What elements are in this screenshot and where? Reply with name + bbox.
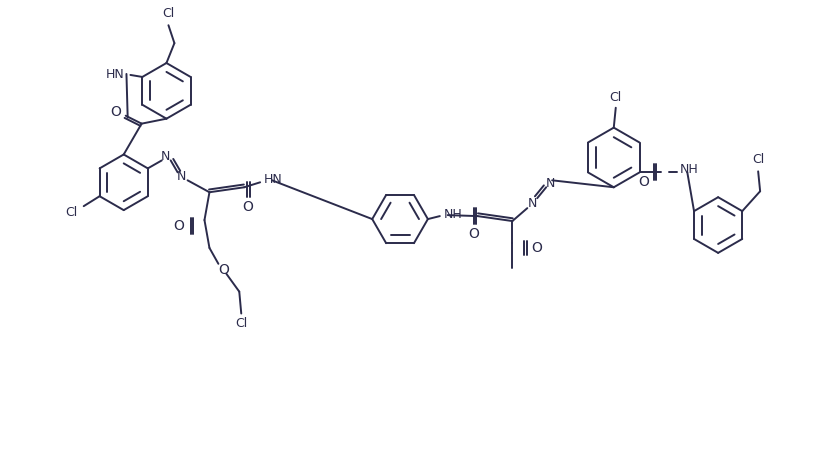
Text: O: O [218, 263, 229, 277]
Text: O: O [110, 105, 121, 119]
Text: O: O [173, 219, 184, 233]
Text: Cl: Cl [235, 317, 247, 330]
Text: NH: NH [444, 207, 462, 220]
Text: N: N [161, 150, 170, 163]
Text: O: O [531, 241, 542, 255]
Text: N: N [546, 177, 555, 190]
Text: Cl: Cl [752, 153, 764, 166]
Text: Cl: Cl [162, 7, 174, 20]
Text: N: N [177, 170, 187, 183]
Text: O: O [638, 175, 649, 189]
Text: Cl: Cl [609, 91, 622, 104]
Text: Cl: Cl [65, 206, 78, 219]
Text: HN: HN [106, 68, 124, 81]
Text: HN: HN [264, 173, 283, 186]
Text: N: N [528, 197, 537, 210]
Text: O: O [242, 200, 253, 214]
Text: O: O [468, 227, 479, 241]
Text: NH: NH [680, 163, 698, 176]
